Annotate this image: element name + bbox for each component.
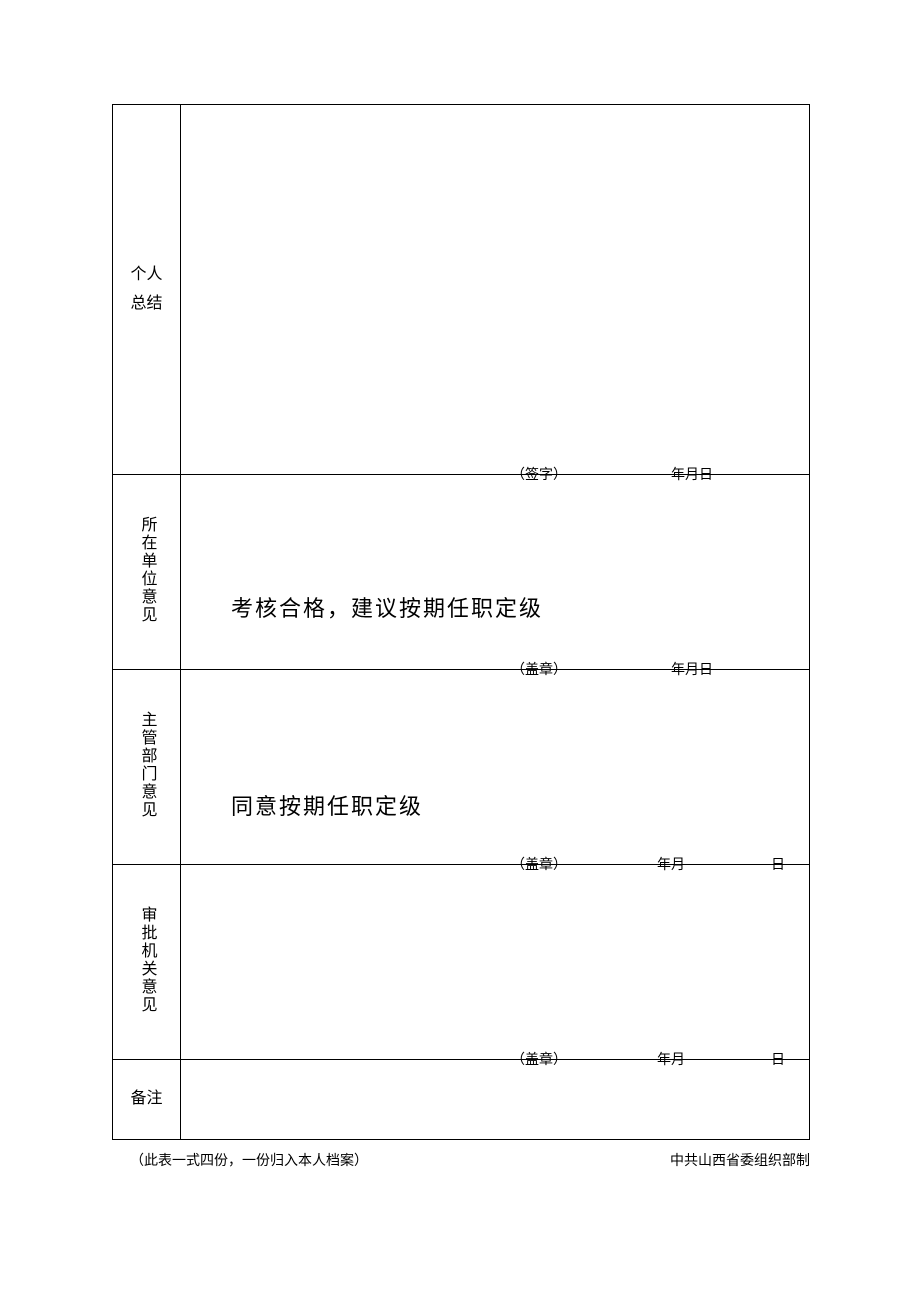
row-label-personal-summary: 个人 总结: [113, 105, 181, 475]
footer: （此表一式四份，一份归入本人档案） 中共山西省委组织部制: [130, 1150, 810, 1170]
row-content-unit-opinion: 考核合格，建议按期任职定级 （盖章） 年月日: [181, 475, 810, 670]
footer-note-right: 中共山西省委组织部制: [670, 1150, 810, 1170]
footer-note-left: （此表一式四份，一份归入本人档案）: [130, 1150, 368, 1170]
row-content-remarks: [181, 1060, 810, 1140]
row-label-remarks: 备注: [113, 1060, 181, 1140]
row-content-personal-summary: （签字） 年月日: [181, 105, 810, 475]
row-content-approval-opinion: （盖章） 年月 日: [181, 865, 810, 1060]
dept-opinion-text: 同意按期任职定级: [181, 714, 809, 821]
row-label-approval-opinion: 审批机关意见: [113, 865, 181, 1060]
unit-opinion-text: 考核合格，建议按期任职定级: [181, 521, 809, 623]
row-label-unit-opinion: 所在单位意见: [113, 475, 181, 670]
approval-form-table: 个人 总结 （签字） 年月日 所在单位意见 考核合格，建议按期任职定级 （盖章）…: [112, 104, 810, 1140]
row-label-dept-opinion: 主管部门意见: [113, 670, 181, 865]
row-content-dept-opinion: 同意按期任职定级 （盖章） 年月 日: [181, 670, 810, 865]
